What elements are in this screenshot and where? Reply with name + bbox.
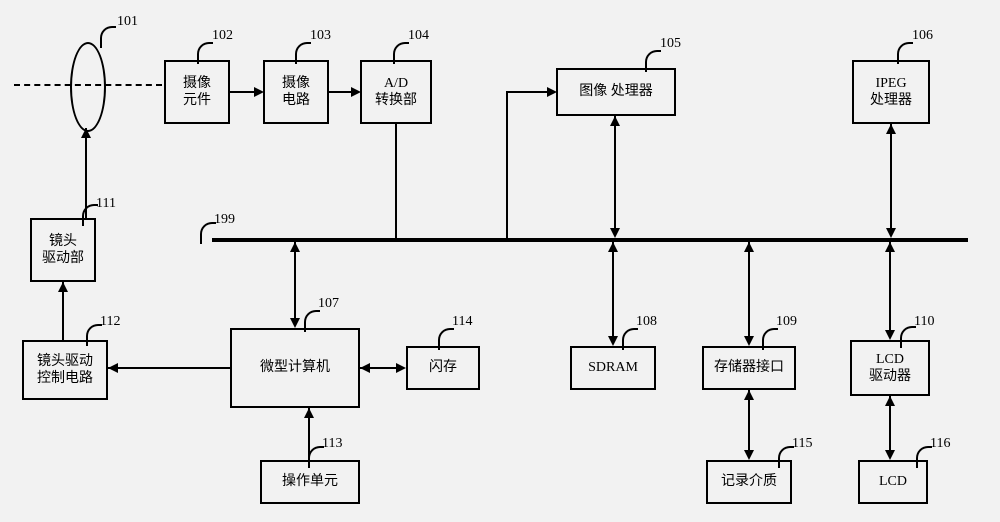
bus-line: [212, 238, 968, 242]
arrow-109-115-up: [744, 390, 754, 400]
optical-axis-dash: [14, 84, 162, 86]
arrow-103-104: [351, 87, 361, 97]
arrow-107-bus-dn: [290, 318, 300, 328]
block-107: 微型计算机: [230, 328, 360, 408]
ref-102: 102: [212, 28, 233, 44]
block-102: 摄像元件: [164, 60, 230, 124]
block-103: 摄像电路: [263, 60, 329, 124]
ref-109: 109: [776, 314, 797, 330]
leader-105: [645, 50, 661, 72]
block-109: 存储器接口: [702, 346, 796, 390]
block-105: 图像 处理器: [556, 68, 676, 116]
ref-103: 103: [310, 28, 331, 44]
diagram-canvas: 摄像元件 摄像电路 A/D转换部 图像 处理器 IPEG处理器 镜头驱动部 镜头…: [0, 0, 1000, 522]
block-114-text: 闪存: [429, 359, 457, 377]
block-111: 镜头驱动部: [30, 218, 96, 282]
edge-104-bus: [395, 124, 397, 238]
block-109-text: 存储器接口: [714, 359, 784, 377]
arrow-108-bus-dn: [608, 336, 618, 346]
arrow-110-116-up: [885, 396, 895, 406]
arrow-108-bus-up: [608, 242, 618, 252]
block-110-text: LCD驱动器: [869, 351, 911, 386]
block-102-text: 摄像元件: [183, 75, 211, 110]
arrow-112-111: [58, 282, 68, 292]
block-107-text: 微型计算机: [260, 359, 330, 377]
block-105-text: 图像 处理器: [579, 83, 653, 101]
arrow-110-bus-up: [885, 242, 895, 252]
block-104: A/D转换部: [360, 60, 432, 124]
ref-112: 112: [100, 314, 120, 330]
leader-107: [304, 310, 320, 332]
ref-111: 111: [96, 196, 116, 212]
block-111-text: 镜头驱动部: [42, 233, 84, 268]
arrow-into-105: [547, 87, 557, 97]
arrow-113-107: [304, 408, 314, 418]
edge-105-bus: [614, 116, 616, 234]
arrow-107-114-r: [396, 363, 406, 373]
arrow-105-bus-up: [610, 116, 620, 126]
arrow-110-bus-dn: [885, 330, 895, 340]
arrow-107-112: [108, 363, 118, 373]
edge-110-bus: [889, 242, 891, 338]
ref-114: 114: [452, 314, 472, 330]
block-114: 闪存: [406, 346, 480, 390]
leader-109: [762, 328, 778, 350]
arrow-102-103: [254, 87, 264, 97]
arrow-109-115-dn: [744, 450, 754, 460]
ref-110: 110: [914, 314, 934, 330]
edge-lens-111: [85, 128, 87, 218]
block-108-text: SDRAM: [588, 359, 638, 377]
ref-105: 105: [660, 36, 681, 52]
block-116-text: LCD: [879, 473, 907, 491]
ref-101: 101: [117, 14, 138, 30]
edge-107-112: [108, 367, 230, 369]
arrow-109-bus-up: [744, 242, 754, 252]
edge-109-115: [748, 390, 750, 458]
block-110: LCD驱动器: [850, 340, 930, 396]
arrow-107-114-l: [360, 363, 370, 373]
ref-107: 107: [318, 296, 339, 312]
ref-199: 199: [214, 212, 235, 228]
block-103-text: 摄像电路: [282, 75, 310, 110]
leader-108: [622, 328, 638, 350]
ref-113: 113: [322, 436, 342, 452]
arrow-109-bus-dn: [744, 336, 754, 346]
leader-114: [438, 328, 454, 350]
arrow-105-bus-dn: [610, 228, 620, 238]
arrow-106-bus-up: [886, 124, 896, 134]
edge-108-bus: [612, 242, 614, 344]
leader-106: [897, 42, 913, 64]
block-112-text: 镜头驱动控制电路: [37, 353, 93, 388]
edge-105-branch-v: [506, 91, 508, 240]
leader-102: [197, 42, 213, 64]
ref-115: 115: [792, 436, 812, 452]
block-112: 镜头驱动控制电路: [22, 340, 108, 400]
block-106: IPEG处理器: [852, 60, 930, 124]
ref-104: 104: [408, 28, 429, 44]
ref-106: 106: [912, 28, 933, 44]
block-113-text: 操作单元: [282, 473, 338, 491]
leader-104: [393, 42, 409, 64]
arrow-lens-111: [81, 128, 91, 138]
edge-107-bus: [294, 242, 296, 326]
block-108: SDRAM: [570, 346, 656, 390]
arrow-110-116-dn: [885, 450, 895, 460]
block-106-text: IPEG处理器: [870, 75, 912, 110]
arrow-106-bus-dn: [886, 228, 896, 238]
block-104-text: A/D转换部: [375, 75, 417, 110]
arrow-107-bus-up: [290, 242, 300, 252]
leader-101: [100, 26, 116, 48]
leader-103: [295, 42, 311, 64]
edge-106-bus: [890, 124, 892, 234]
lens-shape: [70, 42, 106, 132]
block-115-text: 记录介质: [721, 473, 777, 491]
edge-109-bus: [748, 242, 750, 344]
ref-116: 116: [930, 436, 950, 452]
ref-108: 108: [636, 314, 657, 330]
